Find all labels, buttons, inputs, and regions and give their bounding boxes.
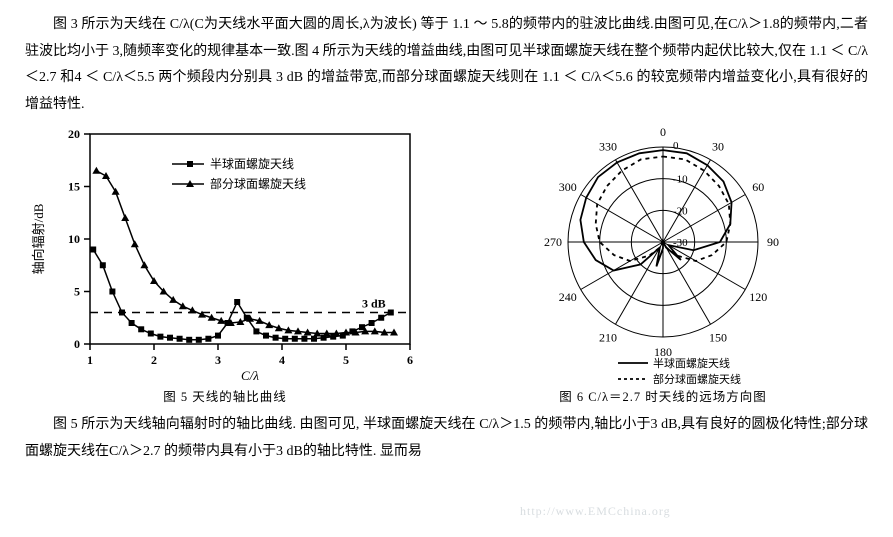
svg-text:60: 60	[752, 180, 764, 194]
svg-text:4: 4	[279, 353, 285, 367]
svg-text:轴向辐射/dB: 轴向辐射/dB	[31, 204, 46, 275]
svg-text:部分球面螺旋天线: 部分球面螺旋天线	[210, 176, 306, 191]
svg-text:-10: -10	[673, 174, 688, 186]
svg-text:150: 150	[709, 331, 727, 345]
svg-text:半球面螺旋天线: 半球面螺旋天线	[210, 157, 294, 171]
svg-text:C/λ: C/λ	[241, 368, 259, 383]
svg-text:0: 0	[74, 337, 80, 351]
paragraph-2: 图 5 所示为天线轴向辐射时的轴比曲线. 由图可见, 半球面螺旋天线在 C/λ＞…	[25, 412, 868, 465]
svg-text:0: 0	[673, 140, 679, 152]
fig5-chart: 0 5 10 15 20 1 2 3 4 5 6 C/λ 轴向辐射/dB 3 dB 半球面螺旋天线部分球面螺…	[25, 124, 425, 384]
svg-text:3: 3	[215, 353, 221, 367]
svg-text:30: 30	[712, 140, 724, 154]
svg-text:1: 1	[87, 353, 93, 367]
para2-text: 图 5 所示为天线轴向辐射时的轴比曲线. 由图可见, 半球面螺旋天线在 C/λ＞…	[25, 417, 868, 459]
fig6-chart: 0306090120150180210240270300330-10-20-30…	[458, 124, 868, 384]
svg-text:部分球面螺旋天线: 部分球面螺旋天线	[653, 372, 741, 384]
svg-text:20: 20	[68, 127, 80, 141]
svg-text:5: 5	[343, 353, 349, 367]
svg-text:330: 330	[599, 140, 617, 154]
svg-text:0: 0	[660, 125, 666, 139]
svg-text:180: 180	[654, 345, 672, 359]
svg-text:-20: -20	[673, 206, 688, 218]
fig5-caption: 图 5 天线的轴比曲线	[163, 386, 287, 410]
svg-text:5: 5	[74, 285, 80, 299]
svg-text:210: 210	[599, 331, 617, 345]
svg-text:10: 10	[68, 232, 80, 246]
svg-text:2: 2	[151, 353, 157, 367]
fig6-caption: 图 6 C/λ＝2.7 时天线的远场方向图	[559, 386, 767, 410]
figure-5: 0 5 10 15 20 1 2 3 4 5 6 C/λ 轴向辐射/dB 3 dB 半球面螺旋天线部分球面螺…	[25, 124, 425, 410]
svg-text:300: 300	[559, 180, 577, 194]
svg-text:90: 90	[767, 235, 779, 249]
para1-text: 图 3 所示为天线在 C/λ(C为天线水平面大圆的周长,λ为波长) 等于 1.1…	[25, 17, 868, 112]
svg-text:6: 6	[407, 353, 413, 367]
paragraph-1: 图 3 所示为天线在 C/λ(C为天线水平面大圆的周长,λ为波长) 等于 1.1…	[25, 12, 868, 118]
svg-text:240: 240	[559, 290, 577, 304]
svg-text:270: 270	[544, 235, 562, 249]
figures-row: 05101520123456C/λ轴向辐射/dB3 dB半球面螺旋天线部分球面螺…	[25, 124, 868, 410]
svg-text:15: 15	[68, 180, 80, 194]
svg-text:半球面螺旋天线: 半球面螺旋天线	[653, 356, 730, 370]
watermark-text: http://www.EMCchina.org	[520, 500, 671, 523]
svg-text:3 dB: 3 dB	[362, 297, 386, 311]
svg-text:120: 120	[749, 290, 767, 304]
figure-6: 0306090120150180210240270300330-10-20-30…	[458, 124, 868, 410]
